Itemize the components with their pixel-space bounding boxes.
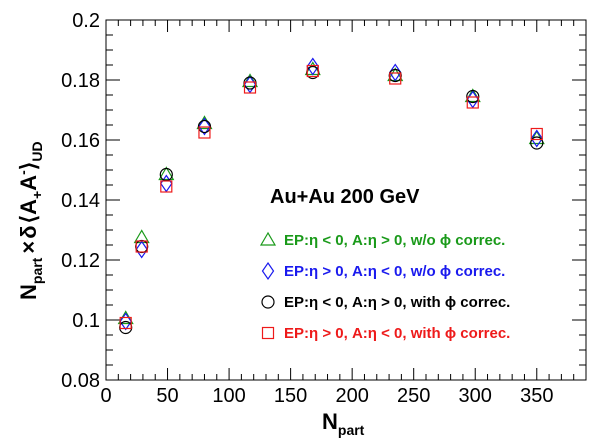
legend-entry-label: EP:η < 0, A:η > 0, with ϕ correc.	[284, 294, 510, 311]
data-point-diamond	[198, 117, 211, 136]
data-point-diamond	[466, 90, 479, 109]
data-point-diamond	[389, 63, 402, 82]
data-point-diamond	[306, 57, 319, 76]
data-point-square	[389, 72, 402, 85]
x-tick-label: 200	[335, 385, 368, 407]
legend-marker-diamond	[261, 261, 275, 281]
data-point-square	[530, 127, 543, 141]
x-tick-label: 100	[212, 385, 245, 407]
y-tick-label: 0.18	[61, 70, 100, 92]
data-point-triangle	[158, 166, 175, 181]
legend-entry-label: EP:η > 0, A:η < 0, w/o ϕ correc.	[284, 263, 505, 280]
y-tick-label: 0.14	[61, 190, 100, 212]
data-point-square	[466, 96, 479, 109]
x-axis-title: Npart	[322, 409, 365, 438]
legend-marker-triangle	[259, 231, 277, 246]
legend-entry-label: EP:η < 0, A:η > 0, w/o ϕ correc.	[284, 232, 505, 249]
x-tick-label: 300	[459, 385, 492, 407]
legend-marker-circle	[261, 295, 275, 309]
y-tick-label: 0.16	[61, 130, 100, 152]
data-point-triangle	[464, 88, 481, 103]
data-point-square	[119, 316, 132, 330]
data-point-square	[306, 64, 319, 78]
data-point-triangle	[241, 73, 259, 88]
x-tick-label: 150	[274, 385, 307, 407]
x-tick-label: 50	[156, 385, 178, 407]
legend-marker-square	[261, 326, 275, 340]
data-point-square	[198, 126, 211, 139]
data-point-diamond	[135, 240, 148, 259]
data-point-diamond	[530, 129, 543, 148]
x-tick-label: 350	[520, 385, 553, 407]
y-tick-label: 0.2	[72, 10, 100, 32]
data-point-diamond	[119, 312, 132, 331]
data-point-triangle	[196, 115, 213, 130]
annotation-label: Au+Au 200 GeV	[270, 186, 420, 208]
data-point-diamond	[160, 174, 173, 193]
y-tick-label: 0.12	[61, 250, 100, 272]
legend: EP:η < 0, A:η > 0, w/o ϕ correc. EP:η > 0…	[259, 231, 510, 342]
data-point-circle	[530, 136, 544, 150]
legend-entry-label: EP:η > 0, A:η < 0, with ϕ correc.	[284, 325, 510, 342]
x-tick-label: 250	[397, 385, 430, 407]
data-point-square	[135, 240, 148, 253]
y-tick-label: 0.1	[72, 310, 100, 332]
y-tick-label: 0.08	[61, 370, 100, 392]
x-tick-label: 0	[100, 385, 111, 407]
data-point-square	[243, 81, 257, 94]
y-axis-title: Npart×δ⟨A+A-⟩UD	[15, 141, 45, 300]
data-point-square	[160, 180, 173, 193]
